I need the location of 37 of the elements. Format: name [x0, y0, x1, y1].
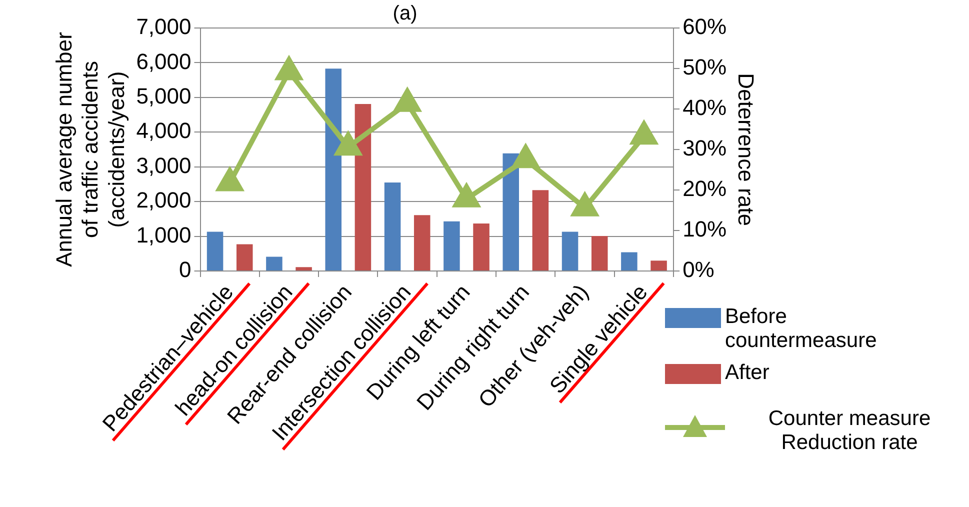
y-tick-label: 5,000	[136, 83, 192, 108]
y-tick-label: 6,000	[136, 48, 192, 74]
y2-tick-label: 40%	[682, 95, 727, 120]
y2-axis-title: Deterrence rate	[734, 73, 759, 226]
y-tick-label: 1,000	[136, 222, 192, 248]
legend-label: After	[725, 361, 770, 385]
bar	[502, 153, 519, 270]
bar	[473, 223, 490, 270]
y-tick-label: 7,000	[136, 14, 192, 40]
bar	[266, 256, 282, 270]
y2-tick-label: 10%	[682, 216, 727, 242]
bar	[414, 215, 430, 270]
bar	[236, 244, 253, 270]
y-tick-label: 2,000	[136, 188, 192, 213]
y2-tick-label: 30%	[682, 136, 727, 161]
bar	[354, 104, 372, 270]
bar	[444, 221, 460, 270]
legend-label: Counter measure Reduction rate	[767, 407, 932, 455]
bar	[650, 260, 667, 270]
bar	[325, 68, 342, 270]
bar	[384, 182, 401, 270]
y-tick-label: 0	[179, 257, 192, 282]
bar	[621, 252, 638, 270]
bar	[532, 190, 549, 270]
y-tick-label: 3,000	[136, 152, 192, 178]
y2-tick-label: 50%	[682, 54, 727, 80]
bar	[562, 232, 578, 270]
bar	[206, 232, 224, 270]
bar	[296, 267, 312, 270]
y2-tick-label: 20%	[682, 176, 727, 202]
y-axis-title: Annual average number of traffic accidents (accidents/year)	[51, 32, 130, 267]
bar	[591, 236, 608, 270]
y-tick-label: 4,000	[136, 118, 192, 144]
chart-title: (a)	[392, 2, 418, 25]
y2-tick-label: 60%	[682, 14, 727, 40]
y2-tick-label: 0%	[682, 257, 714, 282]
legend-label: Before countermeasure	[725, 305, 878, 353]
